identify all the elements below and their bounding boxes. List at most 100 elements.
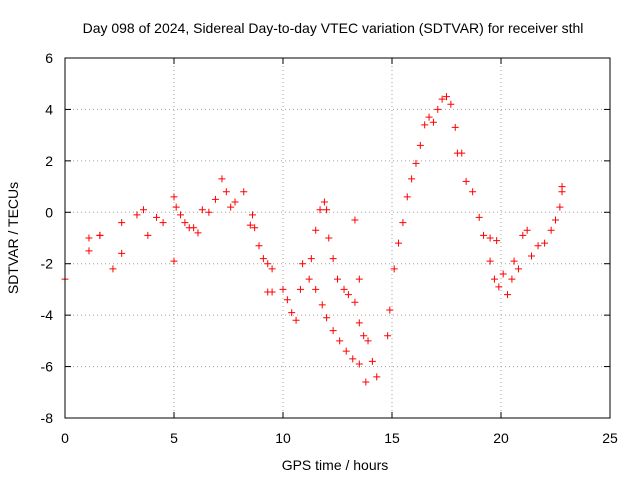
data-point: [153, 213, 161, 221]
data-point: [323, 314, 331, 322]
data-point: [523, 226, 531, 234]
data-point: [399, 219, 407, 227]
data-point: [325, 234, 333, 242]
data-point: [342, 347, 350, 355]
data-point: [205, 208, 213, 216]
data-point: [469, 188, 477, 196]
data-point: [493, 237, 501, 245]
y-tick-label: -6: [41, 359, 54, 375]
data-point: [133, 211, 141, 219]
x-tick-label: 10: [275, 430, 291, 446]
data-point: [211, 195, 219, 203]
y-axis-tick-labels: -8 -6 -4 -2 0 2 4 6: [41, 50, 54, 426]
data-point: [307, 255, 315, 263]
data-point: [556, 203, 564, 211]
data-point: [425, 113, 433, 121]
data-point: [264, 260, 272, 268]
data-point: [403, 193, 411, 201]
data-point: [329, 327, 337, 335]
data-point: [283, 296, 291, 304]
y-tick-label: 2: [45, 153, 53, 169]
data-point: [486, 234, 494, 242]
data-point: [421, 121, 429, 129]
data-point: [118, 249, 126, 257]
data-point: [246, 221, 254, 229]
data-point: [259, 255, 267, 263]
data-point: [552, 216, 559, 224]
plot-frame: [64, 57, 611, 419]
y-tick-label: -2: [41, 256, 54, 272]
data-point: [390, 265, 398, 273]
data-point: [159, 219, 167, 227]
data-point: [355, 319, 363, 327]
y-tick-label: -4: [41, 307, 54, 323]
data-point: [288, 309, 296, 317]
x-tick-label: 20: [493, 430, 509, 446]
data-point: [504, 291, 512, 299]
data-point: [279, 285, 287, 293]
data-point: [227, 203, 235, 211]
x-axis-label: GPS time / hours: [282, 457, 389, 473]
data-point: [198, 206, 206, 214]
series-sdtvar: [61, 93, 566, 386]
data-point: [96, 231, 104, 239]
x-axis-tick-labels: 0 5 10 15 20 25: [61, 430, 618, 446]
grid-lines: [65, 58, 610, 418]
data-point: [475, 213, 483, 221]
data-point: [395, 239, 403, 247]
y-tick-label: 6: [45, 50, 53, 66]
data-point: [292, 316, 300, 324]
data-point: [462, 177, 470, 185]
data-point: [458, 149, 466, 157]
data-point: [499, 270, 507, 278]
data-point: [172, 203, 180, 211]
data-point: [373, 373, 381, 381]
data-point: [194, 229, 202, 237]
chart-title: Day 098 of 2024, Sidereal Day-to-day VTE…: [83, 20, 584, 36]
data-point: [109, 265, 117, 273]
data-point: [519, 231, 527, 239]
data-point: [429, 118, 437, 126]
data-point: [360, 332, 368, 340]
data-point: [139, 206, 147, 214]
data-point: [218, 175, 226, 183]
data-point: [408, 175, 416, 183]
data-point: [514, 265, 522, 273]
data-point: [447, 100, 455, 108]
data-point: [240, 188, 248, 196]
data-points: [61, 93, 566, 386]
data-point: [323, 206, 331, 214]
data-point: [144, 231, 152, 239]
data-point: [312, 285, 320, 293]
data-point: [351, 216, 359, 224]
data-point: [305, 275, 313, 283]
data-point: [318, 301, 326, 309]
data-point: [340, 285, 348, 293]
data-point: [528, 252, 536, 260]
x-tick-label: 25: [602, 430, 618, 446]
data-point: [177, 211, 185, 219]
y-tick-label: -8: [41, 410, 54, 426]
x-tick-label: 0: [61, 430, 69, 446]
data-point: [443, 93, 450, 101]
y-tick-label: 4: [45, 101, 53, 117]
data-point: [181, 219, 189, 227]
data-point: [412, 159, 420, 167]
data-point: [248, 211, 256, 219]
data-point: [541, 239, 549, 247]
data-point: [355, 275, 363, 283]
data-point: [384, 332, 392, 340]
data-point: [547, 226, 555, 234]
data-point: [349, 355, 357, 363]
data-point: [336, 337, 344, 345]
y-tick-label: 0: [45, 204, 53, 220]
data-point: [329, 255, 337, 263]
data-point: [334, 275, 341, 283]
data-point: [231, 198, 239, 206]
data-point: [416, 141, 424, 149]
data-point: [344, 291, 352, 299]
data-point: [312, 226, 320, 234]
data-point: [495, 283, 503, 291]
data-point: [558, 183, 566, 191]
